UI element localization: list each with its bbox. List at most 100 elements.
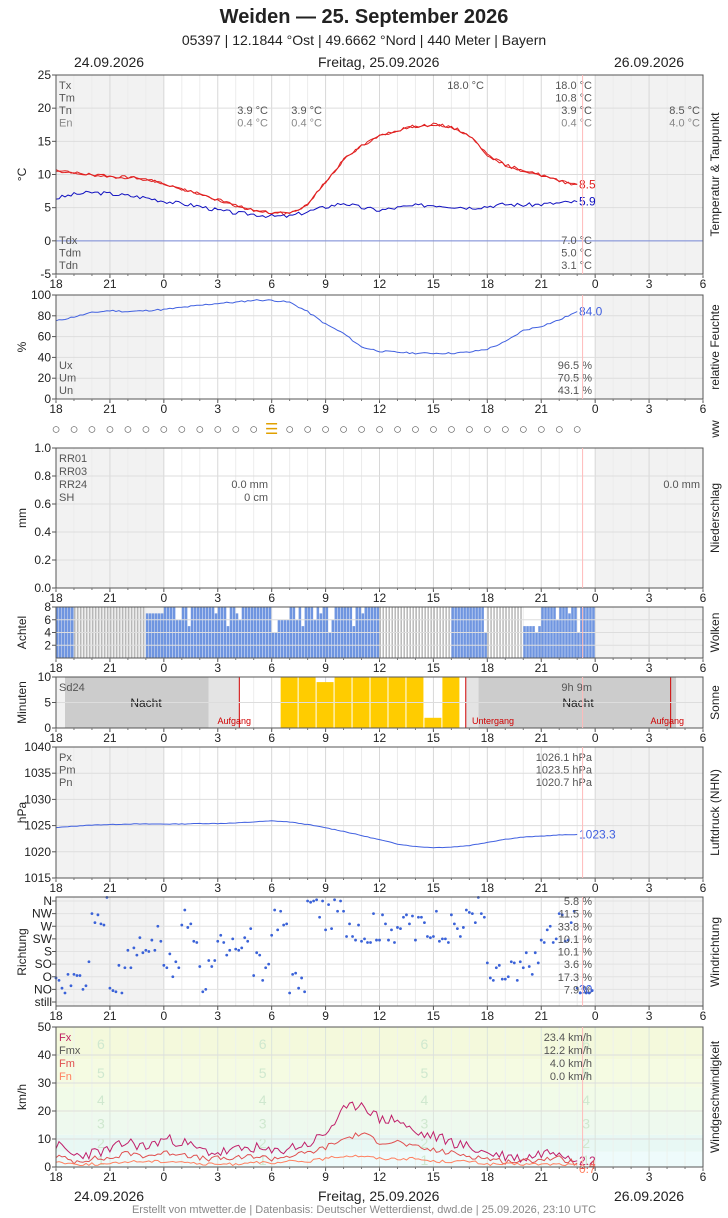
ww-side-label: ww — [708, 420, 722, 439]
wind-dir-point — [408, 922, 411, 926]
wind-dir-point — [405, 913, 408, 917]
wind-speed-current-value: 1.4 — [579, 1158, 596, 1172]
temperature-stat-label: Tn — [59, 105, 72, 117]
wind-dir-point — [180, 923, 184, 927]
precipitation-xtick-label: 0 — [160, 591, 167, 605]
wind-dir-point — [455, 927, 459, 931]
dewpoint-stat-label: Tdn — [59, 260, 78, 272]
wind-dir-point — [198, 965, 202, 968]
ww-symbol: ○ — [483, 421, 492, 438]
wind-dir-xtick-label: 3 — [646, 1009, 653, 1023]
temperature-stat-max-time: 18.0 °C — [447, 80, 484, 92]
wind-dir-current-value: 30 — [579, 982, 593, 996]
cloud-bar — [313, 619, 317, 658]
wind-dir-point — [441, 937, 444, 941]
wind-dir-point — [399, 927, 402, 931]
wind-dir-point — [536, 961, 540, 965]
clouds-ytick-label: 4 — [44, 626, 51, 640]
cloud-bar — [160, 613, 164, 658]
wind-dir-point — [135, 953, 139, 957]
temperature-ytick-label: 10 — [38, 168, 52, 182]
pressure-xtick-label: 18 — [49, 881, 63, 895]
wind-dir-point — [78, 974, 82, 977]
wind-dir-point — [449, 913, 453, 917]
temperature-xtick-label: 6 — [700, 277, 707, 291]
humidity-series-line — [55, 299, 578, 355]
cloud-bar — [556, 619, 559, 658]
wind-dir-point — [527, 965, 531, 968]
temperature-ytick-label: 20 — [38, 101, 52, 115]
wind-dir-point — [267, 962, 271, 966]
sunshine-xtick-label: 0 — [592, 731, 599, 745]
sunshine-xtick-label: 9 — [322, 731, 329, 745]
ww-symbol: ○ — [159, 421, 168, 438]
temperature-side-label: Temperatur & Taupunkt — [708, 112, 722, 237]
wind-dir-point — [228, 948, 232, 952]
wind-dir-point — [108, 986, 112, 990]
pressure-xtick-label: 0 — [160, 881, 167, 895]
cloud-bar — [568, 613, 571, 658]
wind-dir-point — [587, 991, 591, 995]
pressure-stat-label: Px — [59, 752, 72, 764]
wind-dir-point — [123, 966, 127, 970]
pressure-xtick-label: 15 — [427, 881, 441, 895]
humidity-xtick-label: 21 — [535, 402, 549, 416]
wind-dir-point — [351, 935, 354, 938]
wind-dir-stat-value: 17.3 % — [558, 972, 592, 984]
wind-dir-point — [393, 941, 396, 944]
precipitation-xtick-label: 6 — [268, 591, 275, 605]
sun-bar — [316, 682, 334, 728]
ww-symbol: ○ — [51, 421, 60, 438]
temperature-xtick-label: 3 — [646, 277, 653, 291]
wind-dir-point — [417, 915, 420, 919]
clouds-xtick-label: 9 — [322, 661, 329, 675]
wind-speed-stat-value: 23.4 km/h — [544, 1032, 592, 1044]
cloud-bar — [214, 613, 218, 658]
wind-dir-point — [258, 953, 262, 957]
pressure-ytick-label: 1025 — [24, 819, 51, 833]
wind-dir-point — [102, 923, 106, 927]
wind-speed-ytick-label: 20 — [38, 1104, 52, 1118]
precipitation-xtick-label: 9 — [322, 591, 329, 605]
wind-dir-point — [494, 966, 498, 970]
wind-dir-stat-value: 3.6 % — [564, 959, 592, 971]
wind-dir-point — [423, 921, 426, 925]
wind-dir-point — [515, 978, 519, 982]
wind-dir-point — [348, 922, 351, 926]
wind-dir-point — [165, 966, 169, 970]
cloud-bar — [331, 619, 335, 658]
temperature-ytick-label: 25 — [38, 68, 52, 82]
pressure-xtick-label: 21 — [535, 881, 549, 895]
wind-dir-point — [363, 937, 366, 941]
humidity-ylabel: % — [15, 341, 29, 352]
ww-symbol: ○ — [339, 421, 348, 438]
ww-symbol: ○ — [537, 421, 546, 438]
wind-dir-point — [81, 987, 85, 991]
wind-dir-point — [291, 972, 295, 976]
wind-dir-point — [509, 960, 513, 964]
wind-dir-point — [147, 950, 151, 953]
wind-dir-point — [411, 914, 414, 918]
pressure-stat-value: 1026.1 hPa — [536, 752, 593, 764]
cloud-bar — [283, 619, 287, 658]
wind-dir-point — [566, 938, 570, 942]
clouds-xtick-label: 15 — [427, 661, 441, 675]
wind-dir-point — [111, 989, 115, 992]
pressure-stat-label: Pn — [59, 777, 72, 789]
wind-dir-point — [312, 899, 316, 903]
wind-dir-point — [378, 938, 381, 942]
ww-symbol: ○ — [87, 421, 96, 438]
humidity-stat-value: 70.5 % — [558, 373, 592, 385]
clouds-xtick-label: 0 — [592, 661, 599, 675]
wind-speed-stat-label: Fm — [59, 1058, 75, 1070]
wind-dir-point — [485, 961, 489, 965]
temperature-ytick-label: -5 — [40, 267, 51, 281]
wind-dir-point — [132, 946, 136, 950]
cloud-bar — [280, 619, 284, 658]
pressure-xtick-label: 3 — [214, 881, 221, 895]
dewpoint-current-value: 5.9 — [579, 195, 596, 209]
sunshine-xtick-label: 18 — [481, 731, 495, 745]
wind-dir-xtick-label: 6 — [700, 1009, 707, 1023]
precipitation-xtick-label: 18 — [481, 591, 495, 605]
wind-dir-point — [327, 903, 330, 906]
